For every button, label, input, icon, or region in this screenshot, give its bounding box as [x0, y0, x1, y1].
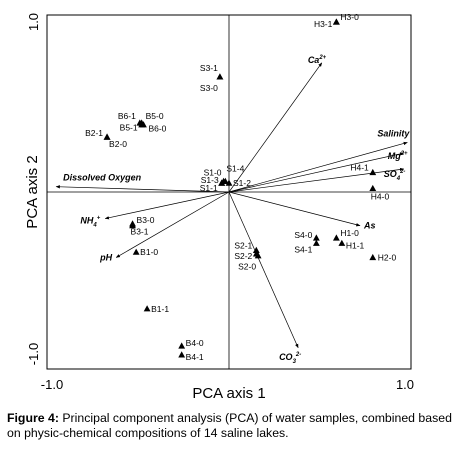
y-tick-max: 1.0 — [26, 13, 41, 31]
y-axis-label: PCA axis 2 — [24, 155, 41, 228]
point-h3-1 — [332, 18, 340, 25]
point-label-h2-0: H2-0 — [378, 252, 397, 262]
point-label-s1-1: S1-1 — [200, 183, 218, 193]
vector-label-nh: NH4+ — [80, 216, 100, 229]
point-s3-0 — [216, 73, 224, 80]
point-label-h1-1: H1-1 — [346, 240, 365, 250]
point-label-s4-1: S4-1 — [294, 244, 312, 254]
point-label-h3-1: H3-1 — [314, 19, 333, 29]
point-b4-1 — [178, 351, 186, 358]
vector-as — [228, 191, 361, 227]
point-b1-1 — [143, 305, 151, 312]
point-b6-0 — [140, 121, 147, 128]
point-s1-4 — [221, 177, 229, 184]
point-label-s2-1: S2-1 — [234, 240, 252, 250]
y-tick-min: -1.0 — [26, 343, 41, 365]
vector-label-ph: pH — [99, 252, 112, 262]
point-label-h4-0: H4-0 — [371, 191, 390, 201]
point-label-s2-0: S2-0 — [238, 262, 256, 272]
vector-salinity — [228, 141, 408, 193]
point-s1-1 — [218, 179, 226, 186]
point-label-b1-0: B1-0 — [140, 247, 158, 257]
vector-co — [228, 191, 299, 349]
point-label-b4-1: B4-1 — [186, 352, 204, 362]
vector-label-salinity: Salinity — [377, 128, 410, 138]
point-s2-0 — [254, 252, 262, 259]
figure-caption: Figure 4: Principal component analysis (… — [7, 411, 455, 441]
point-h4-0 — [369, 184, 377, 192]
vector-label-dissolved-oxygen: Dissolved Oxygen — [63, 173, 142, 183]
point-label-b4-0: B4-0 — [186, 338, 204, 348]
point-label-b2-0: B2-0 — [109, 139, 127, 149]
point-label-b5-1: B5-1 — [120, 123, 138, 133]
point-b3-1 — [129, 222, 136, 229]
loading-vectors: Ca2+ Salinity Mg2+ SO42- Dissolved Oxygen NH4… — [55, 55, 410, 365]
point-label-h3-0: H3-0 — [340, 12, 359, 22]
point-b2-0 — [103, 133, 111, 140]
vector-dissolved-oxygen — [55, 185, 230, 193]
point-label-s1-4: S1-4 — [226, 163, 244, 173]
vector-label-ca: Ca2+ — [308, 55, 327, 65]
point-label-b2-1: B2-1 — [85, 128, 103, 138]
point-label-b6-1: B6-1 — [118, 111, 136, 121]
x-tick-min: -1.0 — [41, 377, 63, 392]
x-tick-max: 1.0 — [396, 377, 414, 392]
x-axis-label: PCA axis 1 — [192, 385, 265, 402]
point-s1-2 — [225, 179, 233, 186]
point-h1-0 — [332, 234, 340, 241]
point-label-s2-2: S2-2 — [234, 251, 252, 261]
point-label-h4-1: H4-1 — [350, 163, 369, 173]
vector-label-mg: Mg2+ — [388, 151, 408, 161]
point-label-s3-0: S3-0 — [200, 83, 218, 93]
vector-mg — [228, 152, 405, 193]
point-label-s1-3: S1-3 — [201, 175, 219, 185]
caption-label: Figure 4: — [7, 411, 59, 425]
point-label-b3-0: B3-0 — [137, 215, 155, 225]
vector-ca — [228, 62, 323, 193]
point-label-s4-0: S4-0 — [294, 230, 312, 240]
caption-text: Principal component analysis (PCA) of wa… — [7, 411, 452, 440]
point-label-s3-1: S3-1 — [200, 63, 218, 73]
point-label-s1-0: S1-0 — [204, 167, 222, 177]
point-label-s1-2: S1-2 — [233, 178, 251, 188]
point-s4-0 — [312, 234, 320, 241]
point-b4-0 — [178, 342, 186, 349]
vector-nh — [104, 191, 230, 220]
point-label-b3-1: B3-1 — [131, 227, 149, 237]
point-label-h1-0: H1-0 — [340, 228, 359, 238]
point-b1-0 — [132, 248, 140, 255]
point-s2-1 — [252, 246, 260, 254]
point-s4-1 — [312, 239, 320, 246]
point-h1-1 — [338, 239, 346, 246]
vector-label-as: As — [363, 221, 376, 231]
pca-biplot: -1.0 1.0 1.0 -1.0 PCA axis 1 PCA axis 2 … — [24, 12, 414, 402]
point-h4-1 — [369, 168, 377, 176]
vector-ph — [115, 191, 230, 258]
sample-points: H3-0 H3-1 S3-1 S3-0 B6-1 B5-0 B5-1 B6-0 B2-1 B2-0… — [85, 12, 396, 362]
vector-label-so: SO42- — [384, 169, 406, 182]
point-label-b5-0: B5-0 — [146, 111, 164, 121]
vector-label-co: CO32- — [279, 352, 301, 365]
point-label-b1-1: B1-1 — [151, 304, 169, 314]
point-h2-0 — [369, 253, 377, 261]
point-label-b6-0: B6-0 — [148, 124, 166, 134]
